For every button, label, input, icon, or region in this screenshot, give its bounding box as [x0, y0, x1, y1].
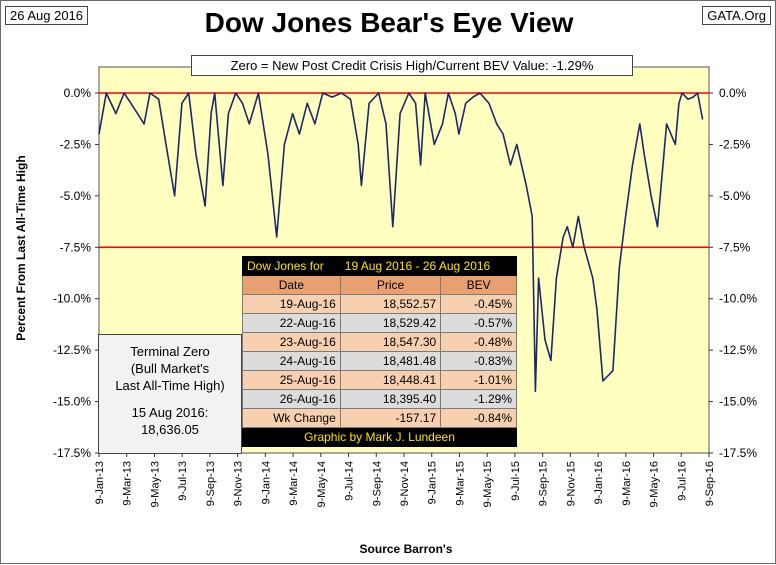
table-credit: Graphic by Mark J. Lundeen — [242, 427, 517, 447]
y-tick-label: -15.0% — [53, 395, 91, 409]
row-bev: -0.83% — [440, 351, 517, 371]
x-axis-label: Source Barron's — [359, 542, 453, 556]
subtitle-box: Zero = New Post Credit Crisis High/Curre… — [191, 55, 633, 76]
col-date: Date — [242, 275, 341, 295]
row-bev: -0.45% — [440, 294, 517, 314]
x-tick-label: 9-Sep-16 — [704, 461, 716, 506]
wk-change-label: Wk Change — [242, 408, 341, 428]
table-row: 25-Aug-16 18,448.41 -1.01% — [242, 370, 517, 390]
terminal-line-4: 15 Aug 2016: — [131, 405, 209, 420]
terminal-line-3: Last All-Time High) — [115, 378, 225, 393]
x-tick-label: 9-Jul-13 — [177, 461, 189, 501]
weekly-data-table: Dow Jones for 19 Aug 2016 - 26 Aug 2016 … — [242, 256, 518, 447]
y-ticks-left: 0.0% -2.5% -5.0% -7.5% -10.0% -12.5% -15.0% -17… — [53, 86, 99, 460]
y-tick-label: -5.0% — [60, 189, 92, 203]
table-row: 22-Aug-16 18,529.42 -0.57% — [242, 313, 517, 333]
y-tick-label: -7.5% — [60, 240, 92, 254]
site-stamp: GATA.Org — [702, 6, 771, 25]
x-tick-label: 9-May-16 — [649, 461, 661, 507]
row-date: 19-Aug-16 — [242, 294, 341, 314]
table-head-left: Dow Jones for — [242, 256, 341, 276]
row-price: 18,552.57 — [339, 294, 442, 314]
table-header-row: Dow Jones for 19 Aug 2016 - 26 Aug 2016 — [242, 256, 518, 276]
x-tick-label: 9-Mar-14 — [288, 461, 300, 506]
x-ticks: 9-Jan-13 9-Mar-13 9-May-13 9-Jul-13 9-Sep-13… — [94, 453, 716, 507]
table-row: 26-Aug-16 18,395.40 -1.29% — [242, 389, 517, 409]
table-head-right: 19 Aug 2016 - 26 Aug 2016 — [339, 256, 518, 276]
row-date: 24-Aug-16 — [242, 351, 341, 371]
terminal-line-1: Terminal Zero — [130, 344, 210, 359]
table-row: Wk Change -157.17 -0.84% — [242, 408, 517, 428]
chart-title: Dow Jones Bear's Eye View — [204, 7, 574, 38]
col-bev: BEV — [440, 275, 517, 295]
row-bev: -1.01% — [440, 370, 517, 390]
row-date: 25-Aug-16 — [242, 370, 341, 390]
row-price: 18,529.42 — [339, 313, 442, 333]
x-tick-label: 9-Jan-13 — [94, 461, 106, 504]
row-date: 26-Aug-16 — [242, 389, 341, 409]
x-tick-label: 9-Sep-13 — [205, 461, 217, 506]
table-column-header-row: Date Price BEV — [242, 275, 517, 295]
date-stamp: 26 Aug 2016 — [5, 6, 89, 25]
row-price: 18,547.30 — [339, 332, 442, 352]
x-tick-label: 9-May-14 — [316, 461, 328, 507]
table-row: 23-Aug-16 18,547.30 -0.48% — [242, 332, 517, 352]
y-axis-label: Percent From Last All-Time High — [14, 155, 28, 341]
x-tick-label: 9-Sep-14 — [371, 461, 383, 506]
row-date: 23-Aug-16 — [242, 332, 341, 352]
x-tick-label: 9-Jan-15 — [427, 461, 439, 504]
x-tick-label: 9-Jan-14 — [260, 461, 272, 504]
row-bev: -0.48% — [440, 332, 517, 352]
x-tick-label: 9-May-15 — [482, 461, 494, 507]
wk-change-bev: -0.84% — [440, 408, 517, 428]
row-date: 22-Aug-16 — [242, 313, 341, 333]
y-ticks-right: 0.0% -2.5% -5.0% -7.5% -10.0% -12.5% -15.0% -17… — [709, 86, 757, 460]
y-tick-label: -12.5% — [53, 343, 91, 357]
y-tick-label: -15.0% — [719, 395, 757, 409]
y-tick-label: -12.5% — [719, 343, 757, 357]
y-tick-label: -10.0% — [719, 292, 757, 306]
x-tick-label: 9-Nov-15 — [565, 461, 577, 506]
y-tick-label: -5.0% — [719, 189, 751, 203]
table-row: 19-Aug-16 18,552.57 -0.45% — [242, 294, 517, 314]
series-line — [98, 92, 704, 393]
y-tick-label: -2.5% — [60, 137, 92, 151]
row-bev: -0.57% — [440, 313, 517, 333]
x-tick-label: 9-Jul-14 — [344, 461, 356, 501]
reference-lines — [99, 92, 709, 249]
wk-change-price: -157.17 — [339, 408, 442, 428]
x-tick-label: 9-Mar-13 — [122, 461, 134, 506]
terminal-line-2: (Bull Market's — [130, 361, 210, 376]
row-price: 18,481.48 — [339, 351, 442, 371]
y-tick-label: -7.5% — [719, 240, 751, 254]
row-bev: -1.29% — [440, 389, 517, 409]
x-tick-label: 9-Jul-15 — [510, 461, 522, 501]
x-tick-label: 9-Mar-15 — [454, 461, 466, 506]
x-tick-label: 9-May-13 — [149, 461, 161, 507]
row-price: 18,395.40 — [339, 389, 442, 409]
y-tick-label: -17.5% — [53, 446, 91, 460]
y-tick-label: -17.5% — [719, 446, 757, 460]
x-tick-label: 9-Jan-16 — [593, 461, 605, 504]
x-tick-label: 9-Sep-15 — [538, 461, 550, 506]
col-price: Price — [339, 275, 442, 295]
table-row: 24-Aug-16 18,481.48 -0.83% — [242, 351, 517, 371]
y-tick-label: -2.5% — [719, 137, 751, 151]
y-tick-label: -10.0% — [53, 292, 91, 306]
row-price: 18,448.41 — [339, 370, 442, 390]
table-credit-row: Graphic by Mark J. Lundeen — [242, 427, 517, 447]
x-tick-label: 9-Jul-16 — [676, 461, 688, 501]
y-tick-label: 0.0% — [719, 86, 747, 100]
x-tick-label: 9-Nov-13 — [233, 461, 245, 506]
x-tick-label: 9-Mar-16 — [621, 461, 633, 506]
terminal-zero-box: Terminal Zero (Bull Market's Last All-Ti… — [98, 334, 242, 454]
y-tick-label: 0.0% — [64, 86, 92, 100]
terminal-line-5: 18,636.05 — [141, 422, 199, 437]
x-tick-label: 9-Nov-14 — [399, 461, 411, 506]
